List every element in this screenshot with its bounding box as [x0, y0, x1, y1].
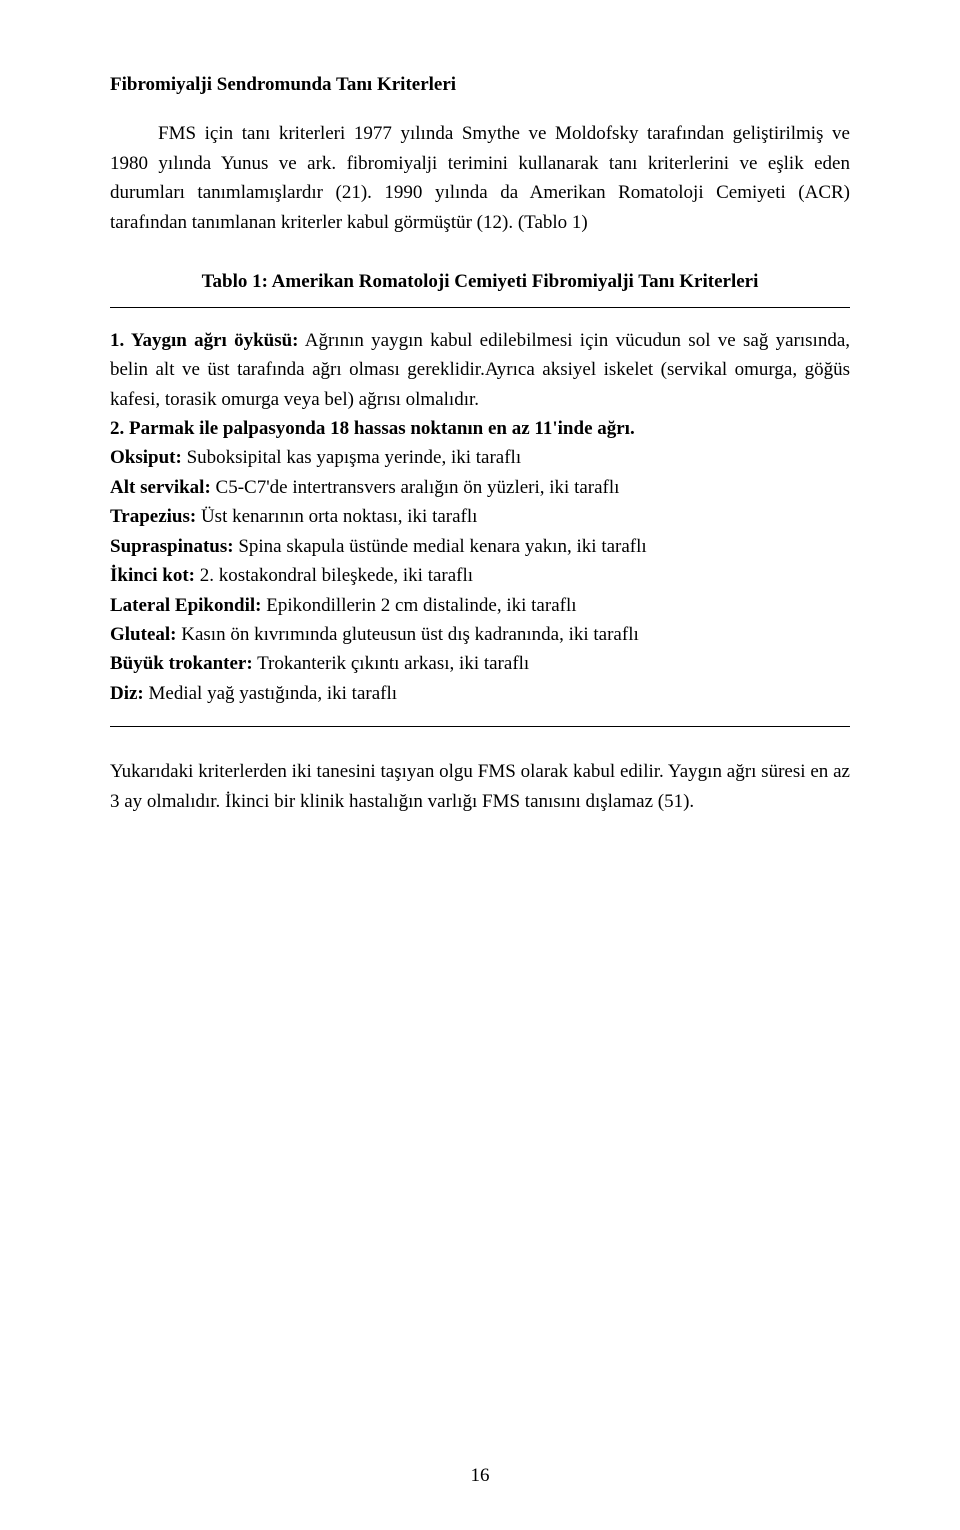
trapezius-text: Üst kenarının orta noktası, iki taraflı: [196, 506, 477, 527]
ikinci-kot-label: İkinci kot:: [110, 565, 195, 586]
table-rule-top: [110, 307, 850, 308]
section-heading: Fibromiyalji Sendromunda Tanı Kriterleri: [110, 70, 850, 99]
gluteal-label: Gluteal:: [110, 624, 177, 645]
lateral-epikondil-label: Lateral Epikondil:: [110, 595, 262, 616]
document-page: Fibromiyalji Sendromunda Tanı Kriterleri…: [0, 0, 960, 1530]
page-number: 16: [0, 1461, 960, 1490]
buyuk-trokanter-text: Trokanterik çıkıntı arkası, iki taraflı: [253, 653, 530, 674]
table-rule-bottom: [110, 726, 850, 727]
criterion-1-label: 1. Yaygın ağrı öyküsü:: [110, 330, 299, 351]
supraspinatus-label: Supraspinatus:: [110, 536, 234, 557]
oksiput-text: Suboksipital kas yapışma yerinde, iki ta…: [182, 447, 521, 468]
lateral-epikondil-text: Epikondillerin 2 cm distalinde, iki tara…: [262, 595, 577, 616]
buyuk-trokanter-label: Büyük trokanter:: [110, 653, 253, 674]
gluteal-text: Kasın ön kıvrımında gluteusun üst dış ka…: [177, 624, 639, 645]
criteria-block: 1. Yaygın ağrı öyküsü: Ağrının yaygın ka…: [110, 326, 850, 709]
diz-text: Medial yağ yastığında, iki taraflı: [144, 683, 397, 704]
supraspinatus-text: Spina skapula üstünde medial kenara yakı…: [234, 536, 647, 557]
ikinci-kot-text: 2. kostakondral bileşkede, iki taraflı: [195, 565, 473, 586]
diz-label: Diz:: [110, 683, 144, 704]
oksiput-label: Oksiput:: [110, 447, 182, 468]
trapezius-label: Trapezius:: [110, 506, 196, 527]
criterion-2-label: 2. Parmak ile palpasyonda 18 hassas nokt…: [110, 418, 635, 439]
closing-paragraph: Yukarıdaki kriterlerden iki tanesini taş…: [110, 757, 850, 816]
table-title: Tablo 1: Amerikan Romatoloji Cemiyeti Fi…: [110, 267, 850, 296]
alt-servikal-label: Alt servikal:: [110, 477, 211, 498]
alt-servikal-text: C5-C7'de intertransvers aralığın ön yüzl…: [211, 477, 620, 498]
intro-paragraph: FMS için tanı kriterleri 1977 yılında Sm…: [110, 119, 850, 237]
